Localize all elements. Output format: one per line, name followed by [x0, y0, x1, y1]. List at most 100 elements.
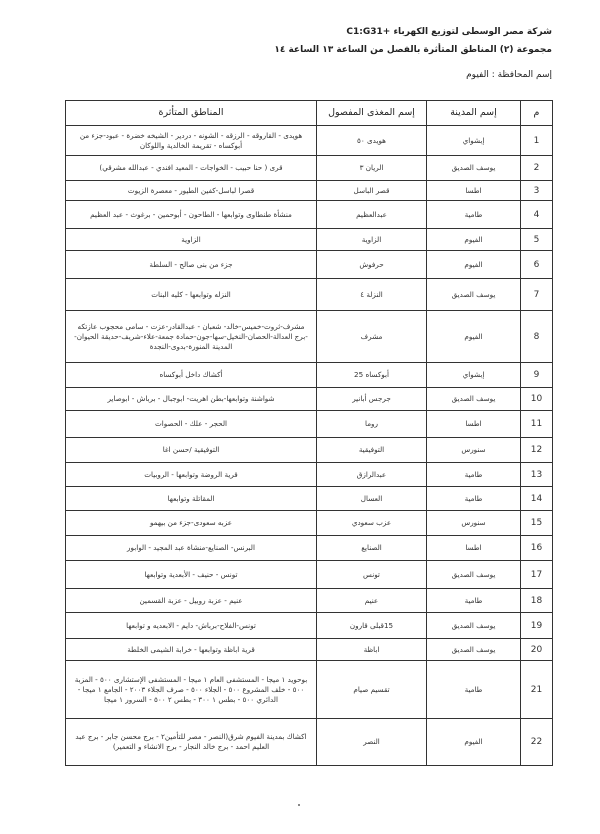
- affected-areas: النزله وتوابعها - كليه البنات: [65, 278, 317, 311]
- feeder-name: قصر الباسل: [316, 180, 427, 201]
- feeder-name: التوفيقية: [316, 437, 427, 463]
- table-row: 5 الفيوم الزاوية الزاوية: [65, 228, 553, 251]
- affected-areas: قرية اباظة وتوابعها - خرابة الشيمى الخلط…: [65, 638, 317, 661]
- city-name: يوسف الصديق: [426, 560, 521, 589]
- table-row: 4 طامية عبدالعظيم منشأة طنطاوى وتوابعها - ا…: [65, 200, 553, 229]
- row-number: 13: [520, 462, 553, 487]
- row-number: 7: [520, 278, 553, 311]
- feeder-name: حرفوش: [316, 250, 427, 279]
- governorate-label: إسم المحافظة : الفيوم: [466, 70, 552, 80]
- feeder-name: أبوكساه 25: [316, 362, 427, 388]
- feeder-name: تونس: [316, 560, 427, 589]
- table-row: 20 يوسف الصديق اباظة قرية اباظة وتوابعها - …: [65, 638, 553, 661]
- affected-areas: بوحويد ١ ميجا - المستشفى العام ١ ميجا - …: [65, 660, 317, 719]
- table-row: 12 سنورس التوفيقية التوفيقية /حسن اغا: [65, 437, 553, 463]
- affected-areas: مشرف-ثروت-خميس-خالد- شعبان - عبدالقادر-ع…: [65, 310, 317, 363]
- feeder-name: الزاوية: [316, 228, 427, 251]
- table-row: 6 الفيوم حرفوش جزء من بنى صالح - السلطة: [65, 250, 553, 279]
- affected-areas: التوفيقية /حسن اغا: [65, 437, 317, 463]
- row-number: 21: [520, 660, 553, 719]
- table-row: 2 يوسف الصديق الريان ٣ قرى ( حنا حبيب - الخ…: [65, 155, 553, 181]
- table-row: 7 يوسف الصديق النزلة ٤ النزله وتوابعها - كل…: [65, 278, 553, 311]
- table-row: 21 طامية تقسيم صيام بوحويد ١ ميجا - المستشف…: [65, 660, 553, 719]
- city-name: طامية: [426, 588, 521, 613]
- feeder-name: الصنايع: [316, 535, 427, 561]
- col-header-feeder: إسم المغذى المفصول: [316, 100, 427, 126]
- feeder-name: هويدى ٥٠: [316, 125, 427, 156]
- affected-areas: تونس-الفلاح-برباش- دايم - الابعديه و توا…: [65, 612, 317, 639]
- row-number: 15: [520, 510, 553, 536]
- table-row: 14 طامية العسال المقاتلة وتوابعها: [65, 486, 553, 511]
- city-name: الفيوم: [426, 310, 521, 363]
- affected-areas: قرى ( حنا حبيب - الخواجات - المعيد افندي…: [65, 155, 317, 181]
- feeder-name: عبدالرازق: [316, 462, 427, 487]
- table-row: 3 اطسا قصر الباسل قصرا لباسل-كفين الطيور - …: [65, 180, 553, 201]
- affected-areas: هويدى - القاروقه - الرزقه - الشونه - درد…: [65, 125, 317, 156]
- table-row: 16 اطسا الصنايع البرنس- الصنايع-منشاة عبد ا…: [65, 535, 553, 561]
- feeder-name: عنيم: [316, 588, 427, 613]
- city-name: اطسا: [426, 410, 521, 438]
- city-name: طامية: [426, 462, 521, 487]
- row-number: 6: [520, 250, 553, 279]
- city-name: الفيوم: [426, 228, 521, 251]
- feeder-name: جرجس أبانير: [316, 387, 427, 411]
- row-number: 19: [520, 612, 553, 639]
- affected-areas-table: م إسم المدينة إسم المغذى المفصول المناطق…: [65, 100, 553, 766]
- row-number: 16: [520, 535, 553, 561]
- affected-areas: أكشاك داخل أبوكساه: [65, 362, 317, 388]
- row-number: 20: [520, 638, 553, 661]
- row-number: 8: [520, 310, 553, 363]
- row-number: 14: [520, 486, 553, 511]
- table-row: 13 طامية عبدالرازق قرية الروضة وتوابعها - ا…: [65, 462, 553, 487]
- city-name: يوسف الصديق: [426, 638, 521, 661]
- city-name: الفيوم: [426, 250, 521, 279]
- affected-areas: عنيم - عزبة روبيل - عزبة القسمين: [65, 588, 317, 613]
- feeder-name: عزب سعودي: [316, 510, 427, 536]
- col-header-city: إسم المدينة: [426, 100, 521, 126]
- row-number: 4: [520, 200, 553, 229]
- city-name: يوسف الصديق: [426, 278, 521, 311]
- city-name: يوسف الصديق: [426, 612, 521, 639]
- row-number: 2: [520, 155, 553, 181]
- affected-areas: شواشنة وتوابعها-بطن اهريت- ابوجبال - برب…: [65, 387, 317, 411]
- row-number: 9: [520, 362, 553, 388]
- feeder-name: العسال: [316, 486, 427, 511]
- row-number: 22: [520, 718, 553, 766]
- city-name: يوسف الصديق: [426, 155, 521, 181]
- affected-areas: المقاتلة وتوابعها: [65, 486, 317, 511]
- affected-areas: الزاوية: [65, 228, 317, 251]
- city-name: يوسف الصديق: [426, 387, 521, 411]
- feeder-name: روما: [316, 410, 427, 438]
- affected-areas: اكشاك بمدينة الفيوم شرق(النصر - مصر للتأ…: [65, 718, 317, 766]
- city-name: سنورس: [426, 437, 521, 463]
- row-number: 11: [520, 410, 553, 438]
- affected-areas: منشأة طنطاوى وتوابعها - الطاحون - أبوحمي…: [65, 200, 317, 229]
- table-row: 8 الفيوم مشرف مشرف-ثروت-خميس-خالد- شعبان - …: [65, 310, 553, 363]
- col-header-areas: المناطق المتأثرة: [65, 100, 317, 126]
- table-row: 19 يوسف الصديق 15قبلى قارون تونس-الفلاح-برب…: [65, 612, 553, 639]
- affected-areas: قرية الروضة وتوابعها - الروبيات: [65, 462, 317, 487]
- table-row: 18 طامية عنيم عنيم - عزبة روبيل - عزبة القس…: [65, 588, 553, 613]
- feeder-name: اباظة: [316, 638, 427, 661]
- city-name: طامية: [426, 200, 521, 229]
- affected-areas: جزء من بنى صالح - السلطة: [65, 250, 317, 279]
- group-title: مجموعة (٢) المناطق المتأثرة بالفصل من ال…: [274, 45, 552, 55]
- feeder-name: 15قبلى قارون: [316, 612, 427, 639]
- row-number: 3: [520, 180, 553, 201]
- city-name: الفيوم: [426, 718, 521, 766]
- affected-areas: عزبه سعودى-جزء من بيهمو: [65, 510, 317, 536]
- feeder-name: الريان ٣: [316, 155, 427, 181]
- row-number: 17: [520, 560, 553, 589]
- affected-areas: تونس - حنيف - الأبعدية وتوابعها: [65, 560, 317, 589]
- feeder-name: النصر: [316, 718, 427, 766]
- table-header-row: م إسم المدينة إسم المغذى المفصول المناطق…: [65, 100, 553, 126]
- table-row: 17 يوسف الصديق تونس تونس - حنيف - الأبعدية …: [65, 560, 553, 589]
- page-mark: [298, 804, 300, 806]
- row-number: 18: [520, 588, 553, 613]
- city-name: طامية: [426, 486, 521, 511]
- table-row: 15 سنورس عزب سعودي عزبه سعودى-جزء من بيهمو: [65, 510, 553, 536]
- table-row: 9 إبشواي أبوكساه 25 أكشاك داخل أبوكساه: [65, 362, 553, 388]
- affected-areas: الحجر - علك - الحصوات: [65, 410, 317, 438]
- row-number: 1: [520, 125, 553, 156]
- city-name: سنورس: [426, 510, 521, 536]
